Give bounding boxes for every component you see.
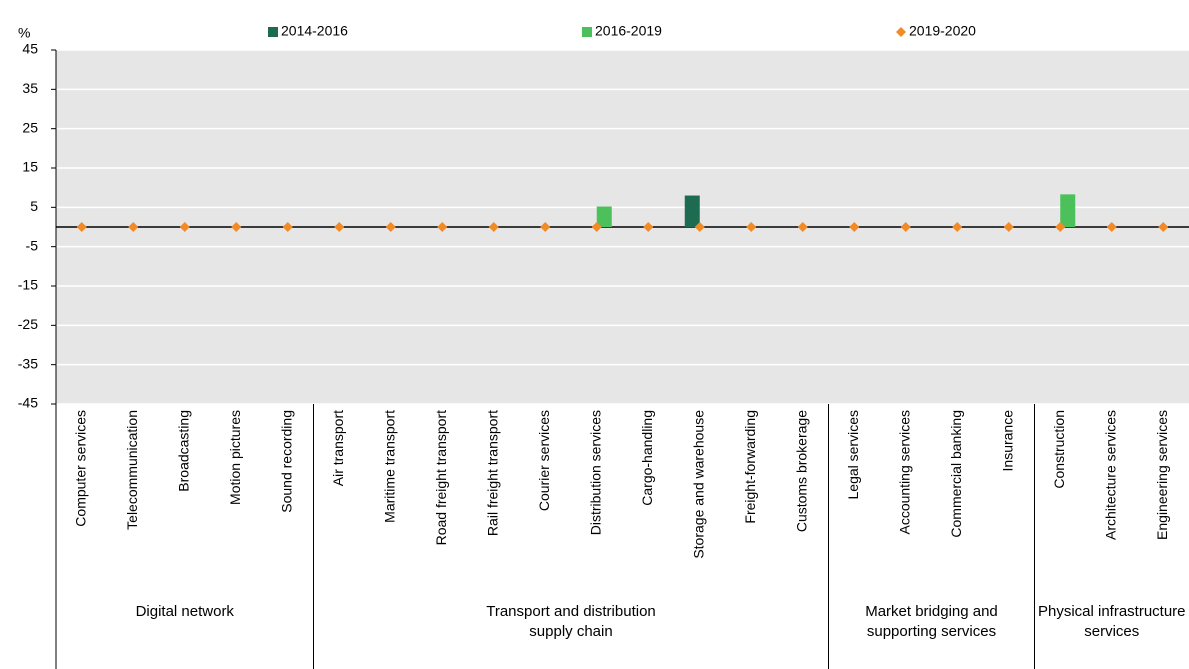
x-tick-label: Broadcasting — [175, 410, 191, 492]
point — [488, 222, 499, 232]
bar — [596, 206, 612, 227]
y-tick-label: 25 — [22, 119, 38, 135]
point — [849, 222, 860, 232]
x-tick-label: Road freight transport — [433, 410, 449, 546]
group-label: Transport and distribution supply chain — [486, 603, 656, 640]
x-tick-label: Maritime transport — [381, 410, 397, 523]
x-tick-label: Storage and warehouse — [690, 410, 706, 559]
point — [128, 222, 139, 232]
y-tick-label: 5 — [30, 198, 38, 214]
x-tick-label: Architecture services — [1102, 410, 1118, 540]
point — [437, 222, 448, 232]
group-label: Physical infrastructure services — [1037, 603, 1186, 640]
x-tick-label: Customs brokerage — [793, 410, 809, 532]
point — [1003, 222, 1014, 232]
point — [1055, 222, 1066, 232]
point — [282, 222, 293, 232]
y-tick-label: -25 — [18, 316, 38, 332]
x-tick-label: Air transport — [330, 410, 346, 486]
y-axis-unit: % — [18, 25, 30, 41]
group-label: Market bridging and supporting services — [865, 603, 998, 640]
x-tick-label: Freight-forwarding — [742, 410, 758, 524]
x-tick-label: Insurance — [999, 410, 1015, 472]
point — [900, 222, 911, 232]
point — [540, 222, 551, 232]
x-tick-label: Courier services — [536, 410, 552, 511]
bar — [1060, 194, 1076, 227]
y-tick-label: -45 — [18, 395, 38, 411]
x-tick-label: Distribution services — [587, 410, 603, 535]
x-tick-label: Sound recording — [278, 410, 294, 513]
y-tick-label: -5 — [26, 237, 39, 253]
point — [591, 222, 602, 232]
bar — [684, 195, 700, 227]
point — [385, 222, 396, 232]
legend-swatch — [896, 27, 906, 37]
point — [643, 222, 654, 232]
legend-label: 2014-2016 — [281, 23, 348, 39]
point — [1158, 222, 1169, 232]
x-tick-label: Cargo-handling — [639, 410, 655, 506]
x-tick-label: Motion pictures — [227, 410, 243, 505]
point — [746, 222, 757, 232]
x-tick-label: Construction — [1051, 410, 1067, 489]
group-label: Digital network — [135, 603, 234, 620]
y-tick-label: -35 — [18, 355, 38, 371]
y-tick-label: 45 — [22, 41, 38, 57]
y-tick-label: -15 — [18, 277, 38, 293]
x-tick-label: Telecommunication — [124, 410, 140, 530]
y-tick-label: 15 — [22, 159, 38, 175]
point — [76, 222, 87, 232]
y-tick-label: 35 — [22, 80, 38, 96]
point — [694, 222, 705, 232]
x-tick-label: Legal services — [845, 410, 861, 500]
point — [334, 222, 345, 232]
x-tick-label: Accounting services — [896, 410, 912, 535]
legend-label: 2016-2019 — [595, 23, 662, 39]
x-tick-label: Engineering services — [1154, 410, 1170, 540]
point — [952, 222, 963, 232]
point — [1106, 222, 1117, 232]
point — [797, 222, 808, 232]
legend-swatch — [268, 27, 278, 37]
x-tick-label: Rail freight transport — [484, 410, 500, 536]
x-tick-label: Commercial banking — [948, 410, 964, 538]
x-tick-label: Computer services — [72, 410, 88, 527]
point — [231, 222, 242, 232]
legend-label: 2019-2020 — [909, 23, 976, 39]
legend-swatch — [582, 27, 592, 37]
point — [179, 222, 190, 232]
